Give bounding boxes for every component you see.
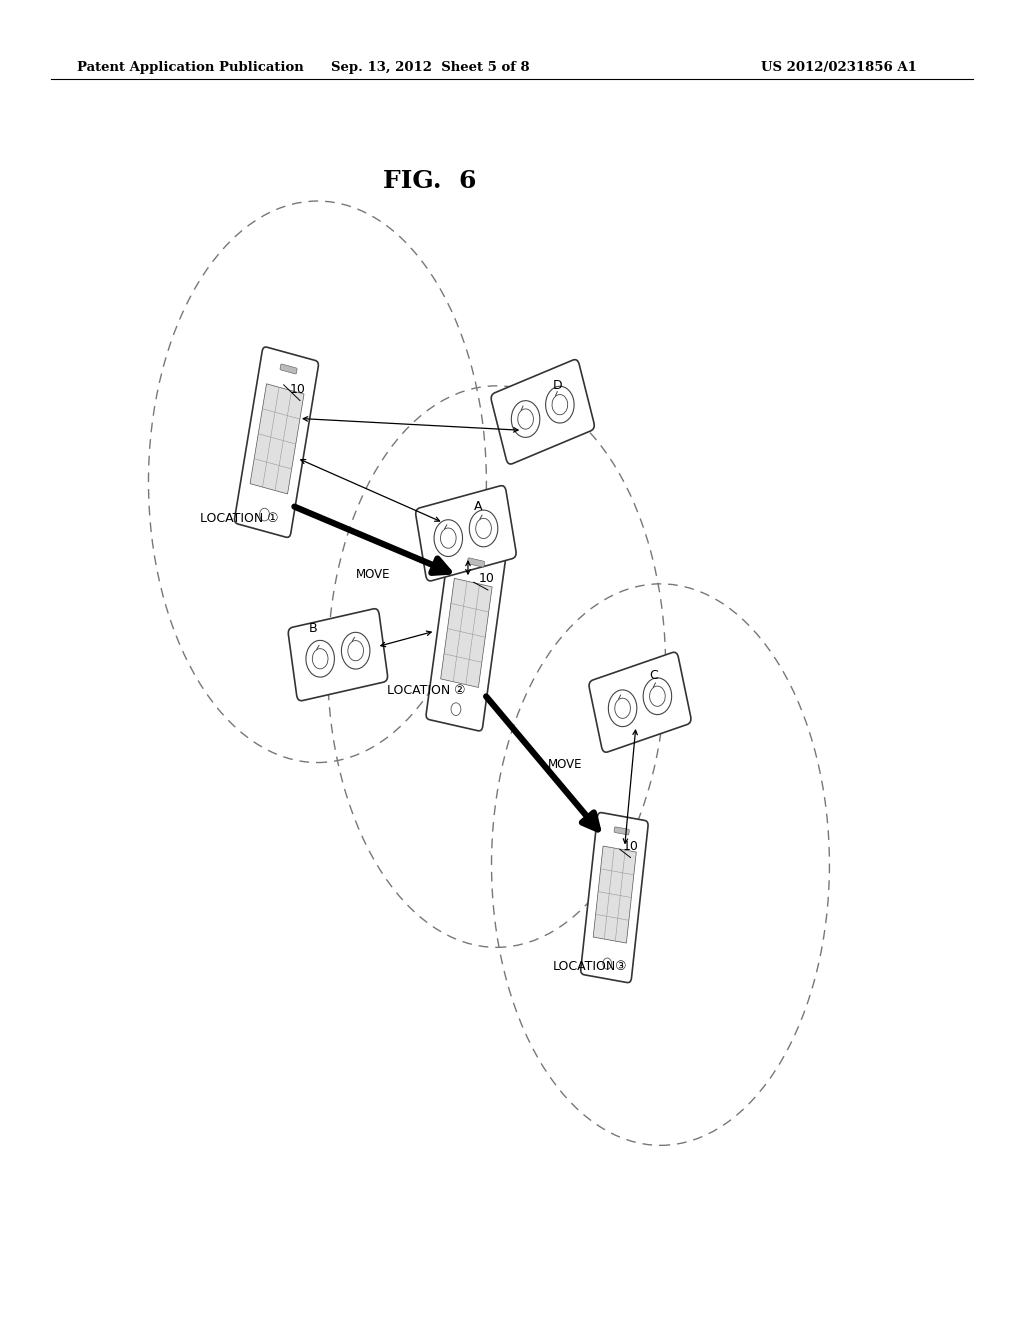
Text: MOVE: MOVE [356,568,391,581]
Text: LOCATION③: LOCATION③ [553,960,628,973]
FancyBboxPatch shape [492,359,594,465]
Text: US 2012/0231856 A1: US 2012/0231856 A1 [761,61,916,74]
FancyBboxPatch shape [426,541,506,731]
FancyBboxPatch shape [416,486,516,581]
FancyBboxPatch shape [593,846,636,942]
Circle shape [603,958,611,969]
Text: 10: 10 [290,383,306,396]
Text: 10: 10 [478,572,495,585]
Text: B: B [309,622,317,635]
FancyBboxPatch shape [581,813,648,982]
FancyBboxPatch shape [589,652,691,752]
Text: FIG.  6: FIG. 6 [383,169,477,193]
Text: MOVE: MOVE [548,758,583,771]
FancyBboxPatch shape [234,347,318,537]
FancyBboxPatch shape [614,826,630,834]
Text: D: D [553,379,562,392]
Text: 10: 10 [623,840,639,853]
FancyBboxPatch shape [468,558,484,568]
Text: Sep. 13, 2012  Sheet 5 of 8: Sep. 13, 2012 Sheet 5 of 8 [331,61,529,74]
Text: Patent Application Publication: Patent Application Publication [77,61,303,74]
Text: LOCATION ①: LOCATION ① [200,512,279,525]
FancyBboxPatch shape [440,578,493,688]
Text: C: C [649,669,658,682]
FancyBboxPatch shape [289,609,387,701]
Text: LOCATION ②: LOCATION ② [387,684,466,697]
FancyBboxPatch shape [280,364,297,374]
Text: A: A [474,500,482,513]
Circle shape [260,508,269,521]
Circle shape [451,702,461,715]
FancyBboxPatch shape [250,384,304,494]
